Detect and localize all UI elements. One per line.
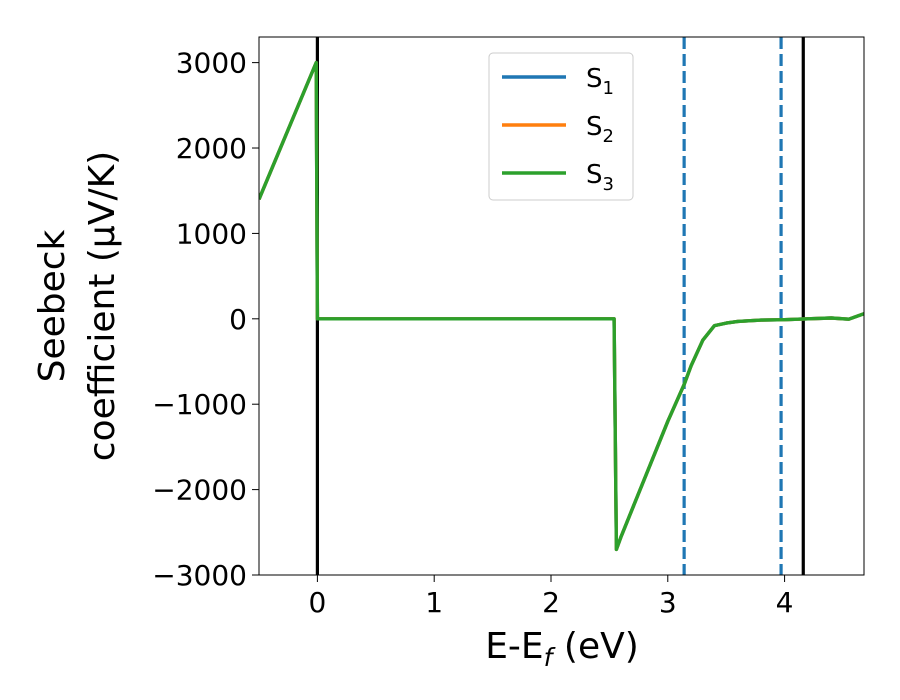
y-axis-title-line1: Seebeck xyxy=(32,229,73,382)
legend-label-subscript: 1 xyxy=(603,78,614,99)
x-axis-ticks: 0 1 2 3 4 xyxy=(308,575,793,619)
legend-label-base: S xyxy=(586,112,603,142)
x-tick-label: 0 xyxy=(308,586,326,619)
series-lines xyxy=(259,60,864,552)
legend-label: S1 xyxy=(586,64,614,99)
y-tick-label: 0 xyxy=(229,303,247,336)
y-axis-title: Seebeck coefficient (μV/K) xyxy=(32,151,123,461)
y-tick-label: 1000 xyxy=(176,217,247,250)
legend-label-base: S xyxy=(586,64,603,94)
legend-label-base: S xyxy=(586,160,603,190)
x-tick-label: 1 xyxy=(425,586,443,619)
x-tick-label: 2 xyxy=(542,586,560,619)
y-tick-label: 3000 xyxy=(176,47,247,80)
x-axis-title: E-Ef (eV) xyxy=(485,626,639,672)
plot-frame xyxy=(258,36,865,576)
y-axis-ticks: −3000 −2000 −1000 0 1000 2000 3000 xyxy=(152,47,259,592)
legend-label-subscript: 3 xyxy=(603,174,614,195)
legend-label-subscript: 2 xyxy=(603,126,614,147)
y-tick-label: −2000 xyxy=(152,474,247,507)
y-tick-label: 2000 xyxy=(176,132,247,165)
legend-label: S2 xyxy=(586,112,614,147)
series-line-S3 xyxy=(259,60,864,552)
x-tick-label: 3 xyxy=(659,586,677,619)
y-axis-title-line2: coefficient (μV/K) xyxy=(82,151,123,461)
y-tick-label: −1000 xyxy=(152,388,247,421)
x-tick-label: 4 xyxy=(776,586,794,619)
y-tick-label: −3000 xyxy=(152,559,247,592)
legend-label: S3 xyxy=(586,160,614,195)
